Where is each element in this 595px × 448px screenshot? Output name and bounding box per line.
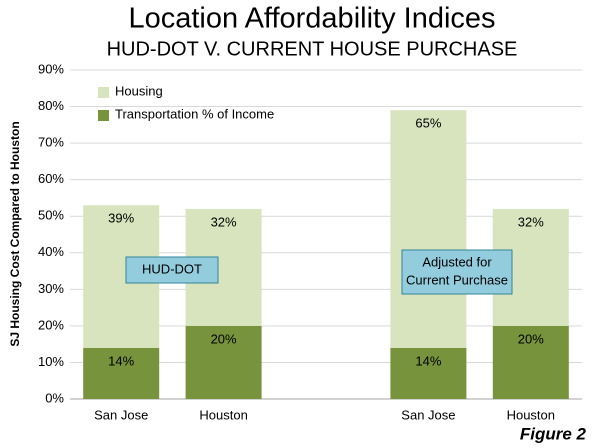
value-label: 32%: [211, 214, 237, 229]
y-tick-label: 80%: [38, 98, 64, 113]
chart-title: Location Affordability Indices: [128, 3, 495, 35]
annotation-text: HUD-DOT: [142, 261, 202, 276]
y-tick-label: 70%: [38, 135, 64, 150]
value-label: 20%: [211, 331, 237, 346]
value-label: 20%: [518, 331, 544, 346]
bar-segment: [390, 347, 467, 399]
annotation-box: [125, 256, 219, 284]
y-tick-label: 50%: [38, 208, 64, 223]
chart-subtitle: HUD-DOT V. CURRENT HOUSE PURCHASE: [107, 38, 518, 60]
legend-swatch: [98, 110, 109, 121]
bar-segment: [185, 325, 262, 399]
value-label: 32%: [518, 214, 544, 229]
y-axis-label: SJ Housing Cost Compared to Houston: [8, 121, 22, 346]
annotation-text: Adjusted for: [422, 254, 492, 269]
legend-swatch: [98, 87, 109, 98]
y-tick-label: 10%: [38, 354, 64, 369]
x-tick-label: Houston: [199, 407, 247, 422]
y-tick-label: 0%: [45, 390, 64, 405]
y-tick-label: 20%: [38, 317, 64, 332]
value-label: 39%: [108, 211, 134, 226]
x-tick-label: Houston: [507, 407, 555, 422]
value-label: 65%: [415, 116, 441, 131]
bar-segment: [492, 325, 569, 399]
value-label: 14%: [415, 353, 441, 368]
y-tick-label: 30%: [38, 281, 64, 296]
y-tick-label: 60%: [38, 171, 64, 186]
x-tick-label: San Jose: [401, 407, 455, 422]
bar-segment: [390, 110, 467, 348]
value-label: 14%: [108, 353, 134, 368]
x-tick-label: San Jose: [94, 407, 148, 422]
bar-segment: [83, 347, 160, 399]
y-tick-label: 90%: [38, 61, 64, 76]
legend-label: Transportation % of Income: [115, 106, 274, 121]
y-tick-label: 40%: [38, 244, 64, 259]
footer: Figure 2: [520, 424, 587, 443]
legend-label: Housing: [115, 83, 163, 98]
annotation-box: [401, 249, 513, 295]
annotation-text: Current Purchase: [406, 272, 508, 287]
